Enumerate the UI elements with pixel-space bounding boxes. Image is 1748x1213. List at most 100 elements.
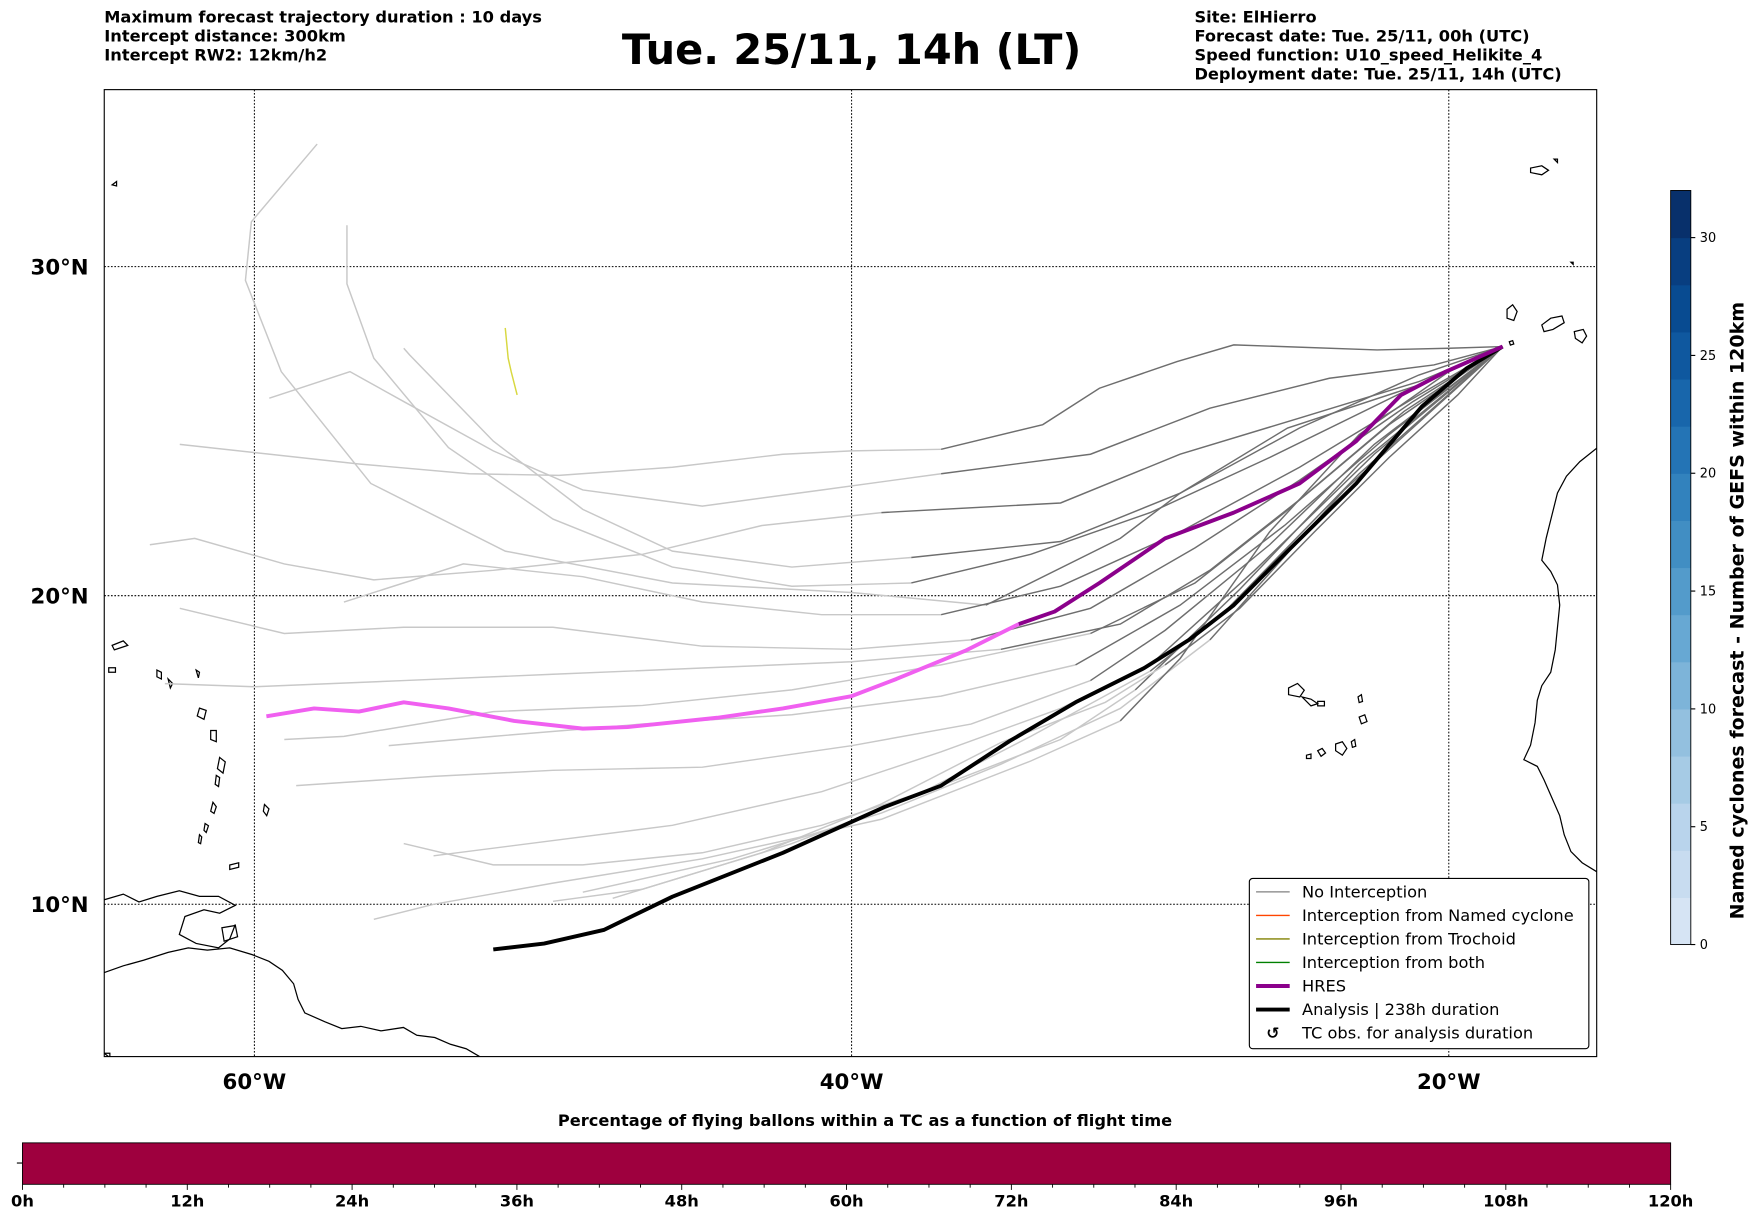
ensemble-trajectory-late xyxy=(373,720,1121,921)
colorbar-band xyxy=(1670,237,1691,286)
ensemble-trajectory-early xyxy=(940,345,1503,616)
ensemble-trajectory-early xyxy=(1209,346,1504,641)
ensemble-trajectory-late xyxy=(433,664,1151,857)
header-intercept-distance: Intercept distance: 300km xyxy=(104,26,346,45)
ensemble-trajectory-early xyxy=(881,345,1503,514)
colorbar-tick-label: 10 xyxy=(1700,702,1716,717)
flight-bar-tick-label: 12h xyxy=(170,1192,204,1211)
colorbar-tick-label: 20 xyxy=(1700,467,1716,482)
legend-item-label: Interception from Named cyclone xyxy=(1302,906,1574,925)
hres-trajectory-late xyxy=(266,622,1020,731)
legend: No Interception Interception from Named c… xyxy=(1248,877,1590,1050)
colorbar-label: Named cyclones forecast - Number of GEFS… xyxy=(1726,302,1748,920)
map-frame xyxy=(103,89,1598,1058)
flight-bar-tick-label: 96h xyxy=(1324,1192,1358,1211)
ensemble-trajectory-late xyxy=(269,370,942,507)
flight-bar-fill xyxy=(22,1142,1672,1185)
flight-bar-tick-label: 36h xyxy=(500,1192,534,1211)
ensemble-trajectory-early xyxy=(1075,345,1504,666)
flight-bar-title: Percentage of flying ballons within a TC… xyxy=(558,1111,1172,1130)
coastlines xyxy=(104,158,1597,1057)
coast-venezuela xyxy=(104,890,237,949)
ensemble-trajectory-late xyxy=(179,443,942,477)
ensemble-trajectory-late xyxy=(296,679,1091,787)
coast-madeira xyxy=(1529,158,1574,266)
colorbar-tick-label: 15 xyxy=(1700,585,1716,600)
ensemble-trajectory-early xyxy=(911,345,1503,559)
colorbar-tick-label: 30 xyxy=(1700,231,1716,246)
coast-cape-verde xyxy=(1287,682,1368,760)
colorbar-band xyxy=(1670,897,1691,946)
header-site: Site: ElHierro xyxy=(1194,7,1316,26)
colorbar-band xyxy=(1670,331,1691,380)
header-forecast-date: Forecast date: Tue. 25/11, 00h (UTC) xyxy=(1194,26,1529,45)
colorbar-tick-label: 5 xyxy=(1700,820,1708,835)
colorbar-tick-label: 25 xyxy=(1700,349,1716,364)
axis-labels: 60°W 40°W 20°W 30°N 20°N 10°N xyxy=(31,256,1481,1096)
colorbar-band xyxy=(1670,284,1691,333)
lon-tick-label: 60°W xyxy=(223,1070,287,1095)
legend-item-label: Analysis | 238h duration xyxy=(1302,1000,1499,1019)
legend-item-label: HRES xyxy=(1302,977,1346,996)
header-deployment-date: Deployment date: Tue. 25/11, 14h (UTC) xyxy=(1194,65,1561,84)
colorbar-band xyxy=(1670,708,1691,757)
legend-item-label: Interception from both xyxy=(1302,953,1485,972)
ensemble-trajectory-late xyxy=(343,563,942,616)
flight-bar-tick-label: 120h xyxy=(1648,1192,1693,1211)
page-title: Tue. 25/11, 14h (LT) xyxy=(622,26,1081,74)
colorbar-band xyxy=(1670,473,1691,521)
trochoid-interception-trajectory xyxy=(504,327,518,396)
coast-canary-islands xyxy=(1506,303,1588,346)
colorbar-band xyxy=(1670,567,1691,616)
trajectories xyxy=(149,143,1504,952)
ensemble-trajectory-early xyxy=(970,345,1503,641)
colorbar-frame xyxy=(1670,190,1692,945)
header-speed-function: Speed function: U10_speed_Helikite_4 xyxy=(1194,46,1542,65)
colorbar-band xyxy=(1670,378,1691,427)
coast-africa xyxy=(1523,447,1597,873)
colorbar-tick-label: 0 xyxy=(1700,938,1708,953)
flight-bar-tick-label: 108h xyxy=(1483,1192,1528,1211)
legend-item-label: Interception from Trochoid xyxy=(1302,930,1516,949)
flight-bar-tick-label: 60h xyxy=(829,1192,863,1211)
ensemble-trajectory-late xyxy=(244,143,987,606)
ensemble-trajectory-late xyxy=(582,639,1211,893)
colorbar-band xyxy=(1670,520,1691,569)
coast-lesser-antilles xyxy=(104,180,270,1057)
lat-tick-label: 20°N xyxy=(31,585,89,610)
lat-tick-label: 30°N xyxy=(31,256,89,281)
ensemble-trajectory-late xyxy=(612,664,1166,899)
lon-tick-label: 20°W xyxy=(1417,1070,1481,1095)
legend-item-label: No Interception xyxy=(1302,882,1427,901)
analysis-trajectory xyxy=(493,344,1504,952)
colorbar-band xyxy=(1670,190,1691,239)
ensemble-trajectory-early xyxy=(941,345,1503,475)
legend-item-label: TC obs. for analysis duration xyxy=(1301,1024,1533,1043)
ensemble-trajectory-late xyxy=(149,511,882,581)
coast-trinidad xyxy=(221,924,239,942)
ensemble-trajectory-late xyxy=(164,648,1002,688)
ensemble-trajectory-late xyxy=(403,347,912,568)
coast-south-america xyxy=(104,947,480,1057)
colorbar-band xyxy=(1670,850,1691,898)
colorbar-band xyxy=(1670,426,1691,474)
flight-bar-tick-label: 0h xyxy=(11,1192,34,1211)
flight-bar-tick-label: 24h xyxy=(335,1192,369,1211)
ensemble-trajectory-late xyxy=(284,632,1091,741)
hres-trajectory xyxy=(1018,344,1504,626)
lat-tick-label: 10°N xyxy=(31,893,89,918)
colorbar-band xyxy=(1670,614,1691,663)
ensemble-trajectory-late xyxy=(346,225,912,587)
lon-tick-label: 40°W xyxy=(820,1070,884,1095)
flight-time-bar: 0h 12h 24h 36h 48h 60h 72h 84h 96h 108h 120h xyxy=(11,1142,1693,1211)
header-intercept-rw2: Intercept RW2: 12km/h2 xyxy=(104,46,327,65)
colorbar-band xyxy=(1670,756,1691,804)
ensemble-trajectory-early xyxy=(1149,345,1504,666)
tc-obs-icon: ↺ xyxy=(1266,1024,1279,1043)
ensemble-trajectory-early xyxy=(940,344,1503,451)
flight-bar-tick-label: 84h xyxy=(1159,1192,1193,1211)
ensemble-trajectory-early xyxy=(1090,345,1503,635)
legend-box xyxy=(1248,877,1590,1050)
map-axes[interactable] xyxy=(104,89,1597,1058)
